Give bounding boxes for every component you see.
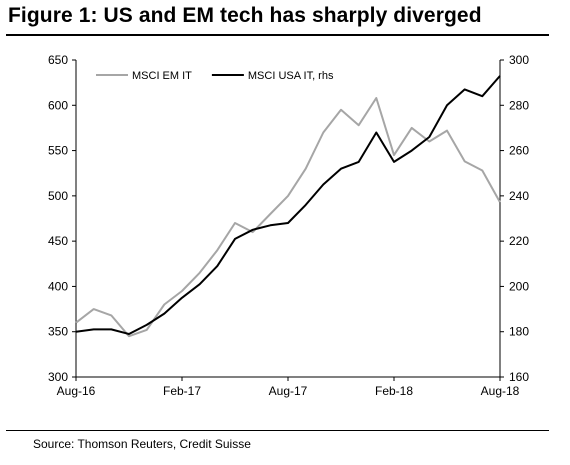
y-right-tick-label: 260 bbox=[509, 144, 529, 158]
y-left-tick-label: 500 bbox=[48, 189, 68, 203]
y-left-tick-label: 300 bbox=[48, 370, 68, 384]
title-rule bbox=[6, 34, 549, 36]
y-right-tick-label: 240 bbox=[509, 189, 529, 203]
y-left-tick-label: 650 bbox=[48, 53, 68, 67]
y-left-tick-label: 400 bbox=[48, 279, 68, 293]
y-right-tick-label: 180 bbox=[509, 325, 529, 339]
x-tick-label: Feb-17 bbox=[163, 384, 201, 398]
y-right-tick-label: 300 bbox=[509, 53, 529, 67]
legend-label-2: MSCI USA IT, rhs bbox=[248, 70, 334, 82]
x-tick-label: Aug-18 bbox=[481, 384, 520, 398]
y-left-tick-label: 450 bbox=[48, 234, 68, 248]
legend-label-1: MSCI EM IT bbox=[132, 70, 192, 82]
footer-rule bbox=[6, 430, 549, 431]
y-left-tick-label: 350 bbox=[48, 325, 68, 339]
line-chart: 300 350 400 450 500 550 600 650 160 180 200 220 240 2… bbox=[48, 53, 529, 398]
source-note: Source: Thomson Reuters, Credit Suisse bbox=[33, 437, 251, 451]
y-left-tick-label: 600 bbox=[48, 98, 68, 112]
x-tick-label: Feb-18 bbox=[375, 384, 413, 398]
series-line-1 bbox=[75, 97, 501, 338]
y-right-tick-label: 200 bbox=[509, 279, 529, 293]
y-right-tick-label: 220 bbox=[509, 234, 529, 248]
x-tick-label: Aug-17 bbox=[269, 384, 308, 398]
series-line-2 bbox=[75, 75, 501, 335]
chart-title: Figure 1: US and EM tech has sharply div… bbox=[8, 4, 482, 27]
y-right-tick-label: 160 bbox=[509, 370, 529, 384]
y-left-tick-label: 550 bbox=[48, 144, 68, 158]
y-right-tick-label: 280 bbox=[509, 98, 529, 112]
x-tick-label: Aug-16 bbox=[57, 384, 96, 398]
